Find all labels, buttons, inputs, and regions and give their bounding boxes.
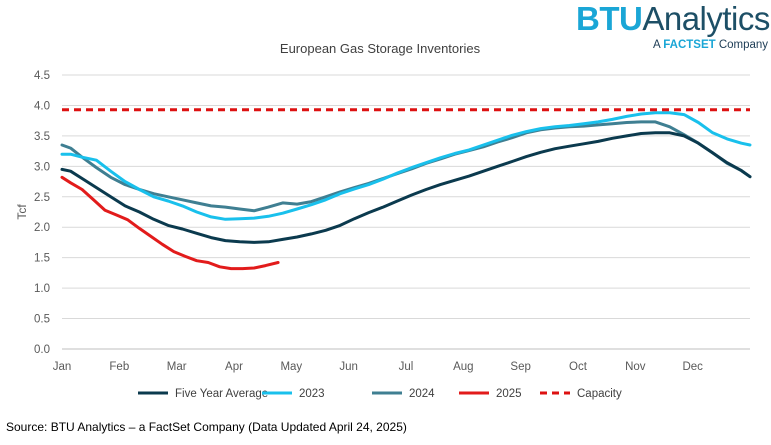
legend-label: Capacity <box>577 388 622 400</box>
x-tick-label: Sep <box>510 361 530 373</box>
x-tick-label: Dec <box>682 361 703 373</box>
x-tick-label: Feb <box>109 361 129 373</box>
x-tick-label: Oct <box>569 361 588 373</box>
logo-sub-suffix: Company <box>718 39 769 51</box>
legend-label: 2025 <box>496 388 522 400</box>
chart-title: European Gas Storage Inventories <box>280 41 481 56</box>
series-lines <box>60 108 752 271</box>
logo-sub-brand: FACTSET <box>663 39 716 51</box>
series-line-five-year <box>60 131 752 244</box>
y-tick-label: 3.5 <box>34 131 50 143</box>
y-tick-label: 4.5 <box>34 70 50 82</box>
legend-label: 2023 <box>299 388 325 400</box>
y-tick-label: 2.0 <box>34 222 50 234</box>
legend-label: Five Year Average <box>175 388 268 400</box>
x-tick-label: Jan <box>53 361 72 373</box>
factset-tagline: A FACTSET Company <box>653 39 769 52</box>
logo-brand: BTU <box>576 0 643 37</box>
btu-analytics-logo: BTUAnalytics <box>576 2 770 35</box>
y-tick-label: 3.0 <box>34 161 50 173</box>
legend: Five Year Average 2023 2024 2025 Capacity <box>138 388 622 400</box>
logo-sub-prefix: A <box>653 39 661 51</box>
y-tick-label: 0.0 <box>34 344 50 356</box>
x-tick-labels: Jan Feb Mar Apr May Jun Jul Aug Sep Oct Nov Dec <box>53 361 703 373</box>
x-tick-label: Mar <box>167 361 187 373</box>
y-tick-label: 2.5 <box>34 192 50 204</box>
gridlines <box>62 74 750 350</box>
series-line-y2023 <box>60 111 752 221</box>
x-tick-label: Jun <box>339 361 358 373</box>
x-tick-label: Nov <box>625 361 646 373</box>
source-note: Source: BTU Analytics – a FactSet Compan… <box>6 420 407 434</box>
y-tick-label: 1.0 <box>34 283 50 295</box>
logo-name: Analytics <box>642 0 770 37</box>
x-tick-label: Jul <box>399 361 414 373</box>
x-tick-label: Apr <box>225 361 243 373</box>
y-tick-labels: 0.0 0.5 1.0 1.5 2.0 2.5 3.0 3.5 4.0 4.5 <box>34 70 50 356</box>
y-axis-label: Tcf <box>15 204 29 220</box>
y-tick-label: 1.5 <box>34 253 50 265</box>
y-tick-label: 4.0 <box>34 100 50 112</box>
y-tick-label: 0.5 <box>34 314 50 326</box>
x-tick-label: May <box>280 361 302 373</box>
x-tick-label: Aug <box>453 361 473 373</box>
series-line-y2025 <box>60 175 280 271</box>
legend-label: 2024 <box>409 388 435 400</box>
